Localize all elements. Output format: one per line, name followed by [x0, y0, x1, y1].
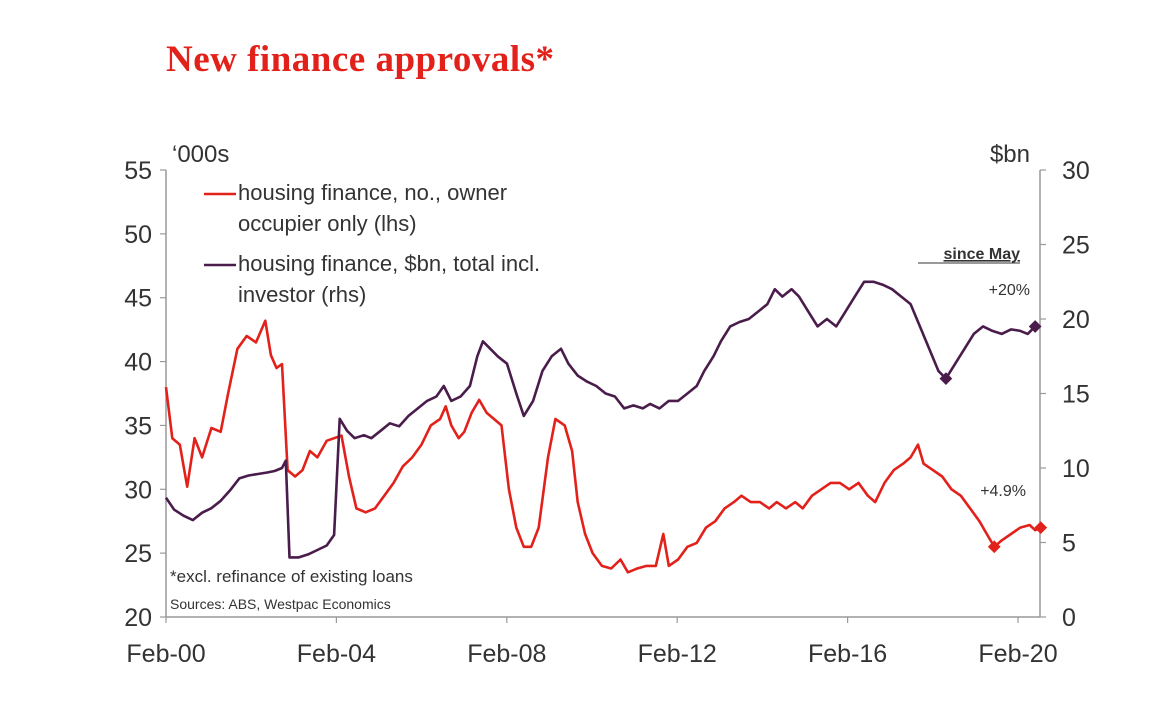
legend-label-total-line2: investor (rhs) — [238, 282, 366, 307]
end-markers — [939, 320, 1048, 554]
left-tick-label: 50 — [124, 221, 152, 249]
source-note: Sources: ABS, Westpac Economics — [170, 596, 391, 612]
right-tick-label: 30 — [1062, 157, 1090, 185]
footnote: *excl. refinance of existing loans — [170, 567, 413, 586]
x-tick-label: Feb-00 — [126, 640, 205, 668]
right-tick-label: 15 — [1062, 381, 1090, 409]
legend: housing finance, no., owner occupier onl… — [204, 180, 540, 307]
left-tick-label: 35 — [124, 412, 152, 440]
right-tick-label: 25 — [1062, 232, 1090, 260]
chart-title: New finance approvals* — [166, 39, 555, 80]
x-tick-label: Feb-20 — [978, 640, 1057, 668]
annotation-total-change: +20% — [989, 282, 1030, 299]
right-axis-ticks: 30 25 20 15 10 5 0 — [1040, 157, 1090, 632]
left-tick-label: 30 — [124, 476, 152, 504]
right-tick-label: 20 — [1062, 306, 1090, 334]
annotation-owner-change: +4.9% — [980, 483, 1026, 500]
left-axis-unit: ‘000s — [172, 141, 229, 168]
right-tick-label: 0 — [1062, 604, 1076, 632]
annotation-since-may: since May — [944, 246, 1021, 263]
left-tick-label: 40 — [124, 349, 152, 377]
legend-label-total-line1: housing finance, $bn, total incl. — [238, 251, 540, 276]
left-tick-label: 45 — [124, 285, 152, 313]
series-line-total — [164, 280, 1037, 559]
legend-label-owner-line2: occupier only (lhs) — [238, 211, 417, 236]
x-tick-label: Feb-16 — [808, 640, 887, 668]
x-axis-ticks: Feb-00 Feb-04 Feb-08 Feb-12 Feb-16 Feb-20 — [126, 617, 1058, 668]
left-axis-ticks: 55 50 45 40 35 30 25 20 — [124, 157, 166, 632]
series-layer — [164, 280, 1042, 574]
x-tick-label: Feb-08 — [467, 640, 546, 668]
left-tick-label: 25 — [124, 540, 152, 568]
right-tick-label: 10 — [1062, 455, 1090, 483]
left-tick-label: 55 — [124, 157, 152, 185]
legend-label-owner-line1: housing finance, no., owner — [238, 180, 507, 205]
left-tick-label: 20 — [124, 604, 152, 632]
x-tick-label: Feb-12 — [638, 640, 717, 668]
series-line-owner — [164, 319, 1042, 574]
right-axis-unit: $bn — [990, 141, 1030, 168]
x-tick-label: Feb-04 — [297, 640, 376, 668]
marker-owner-end — [1034, 521, 1048, 534]
right-tick-label: 5 — [1062, 530, 1076, 558]
